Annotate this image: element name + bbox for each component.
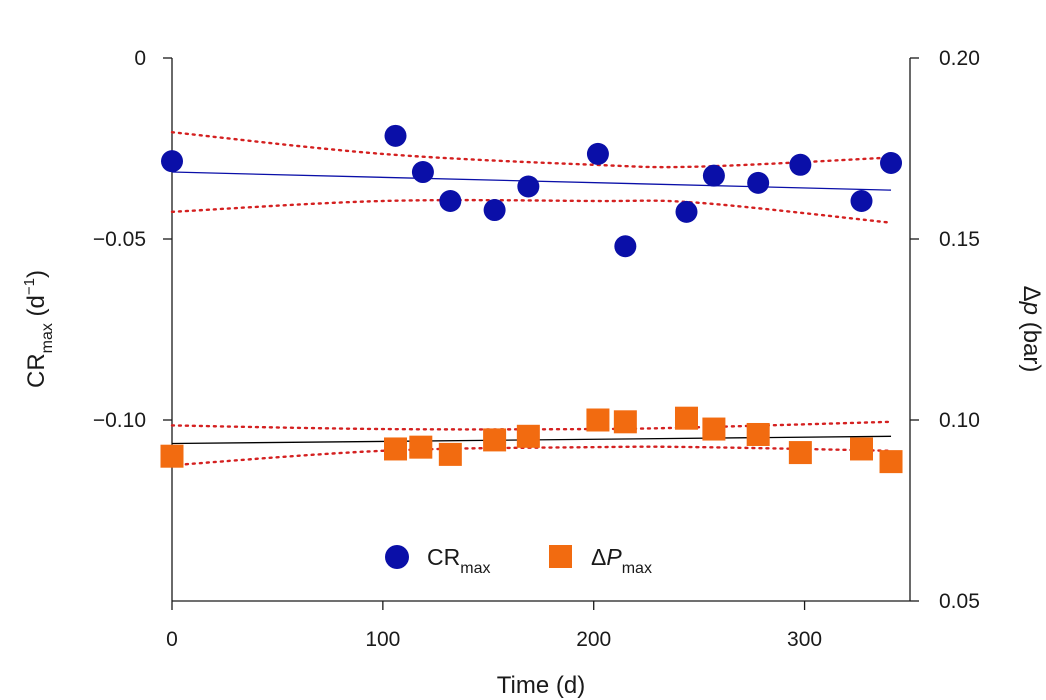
x-tick-label: 200 [576,628,611,651]
x-ticks: 0 100 200 300 [166,601,822,651]
y-left-title-main: CR [23,353,50,388]
y-left-tick-label: −0.05 [93,228,146,251]
y-left-title-unit-close: ) [23,270,50,278]
legend-marker-dpmax [549,545,572,568]
crmax-point [161,150,183,173]
crmax-point [675,200,698,223]
dpmax-point [160,444,184,468]
crmax-point [747,171,770,194]
dpmax-point [613,410,637,434]
legend-dpmax-var: P [606,544,622,570]
crmax-point [384,124,407,147]
y-left-tick-label: 0 [134,47,146,70]
crmax-point [614,235,637,258]
dpmax-ci-lower-line [170,445,893,467]
x-axis-title: Time (d) [497,672,585,699]
y-left-title-sub: max [39,323,56,353]
y-right-tick-label: 0.20 [939,47,980,70]
y-left-title-unit-open: (d [23,295,50,323]
dpmax-point [586,408,610,432]
dpmax-point [409,435,433,459]
crmax-point [411,161,434,184]
legend-dpmax-sub: max [622,560,652,577]
legend-marker-crmax [385,545,409,569]
legend-label-dpmax: ΔPmax [591,544,652,577]
legend: CRmax ΔPmax [385,544,652,577]
data-markers [160,124,903,474]
legend-dpmax-delta: Δ [591,544,606,570]
crmax-point [702,164,725,187]
y-right-ticks: 0.20 0.15 0.10 0.05 [910,47,980,613]
y-right-tick-label: 0.05 [939,590,980,613]
y-right-tick-label: 0.10 [939,409,980,432]
crmax-point [439,189,462,212]
crmax-point [880,151,903,174]
dpmax-point [483,428,507,452]
crmax-point [517,175,540,198]
axes [171,58,911,602]
x-tick-label: 300 [787,628,822,651]
crmax-point [789,153,812,176]
dpmax-point [702,417,726,441]
y-right-title-unit: (bar) [1018,315,1045,372]
y-left-axis-title: CRmax (d−1) [21,270,56,388]
dpmax-point [746,422,770,446]
crmax-ci-upper-line [170,131,893,169]
fit-lines [171,171,892,445]
y-right-title-var: p [1018,301,1045,315]
dpmax-point [788,441,812,465]
dpmax-point [850,437,874,461]
crmax-point [586,142,609,165]
y-right-tick-label: 0.15 [939,228,980,251]
legend-label-crmax: CRmax [427,544,490,577]
y-left-title-unit-sup: −1 [21,278,38,295]
y-left-ticks: 0 −0.05 −0.10 [93,47,172,432]
x-tick-label: 0 [166,628,178,651]
dpmax-point [879,450,903,474]
y-right-title-delta: Δ [1018,286,1045,302]
legend-crmax-sub: max [460,560,490,577]
y-right-axis-title: Δp (bar) [1018,286,1045,373]
dpmax-point [516,424,540,448]
dpmax-point [438,442,462,466]
x-tick-label: 100 [365,628,400,651]
crmax-point [850,189,873,212]
crmax-point [483,199,506,222]
dpmax-point [384,437,408,461]
dpmax-point [674,406,698,430]
y-left-tick-label: −0.10 [93,409,146,432]
legend-crmax-main: CR [427,544,460,570]
crmax-ci-lower-line [170,198,893,224]
